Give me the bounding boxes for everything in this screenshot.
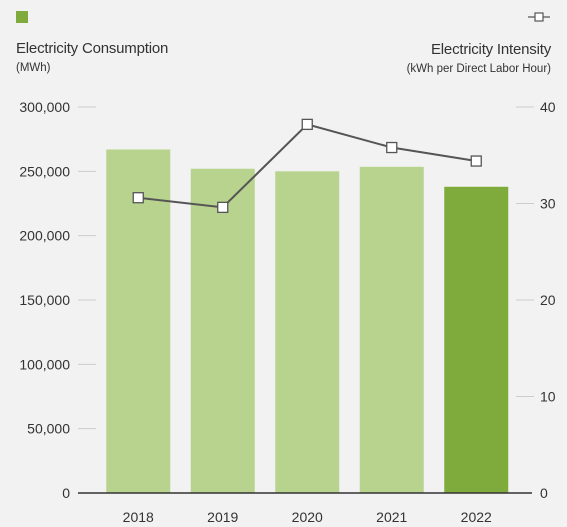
left-tick-label: 250,000 [19,163,70,179]
left-legend: Electricity Consumption (MWh) [16,8,168,75]
intensity-point-2018 [132,192,144,204]
bar-2021 [359,166,424,493]
left-axis-unit: (MWh) [16,62,51,74]
right-axis-title: Electricity Intensity [430,41,551,58]
bar-2020 [275,171,340,494]
intensity-point-2019 [217,201,229,214]
x-tick-label: 2022 [461,509,492,525]
right-legend: Electricity Intensity (kWh per Direct La… [407,8,551,76]
left-axis-title: Electricity Consumption [16,40,169,57]
bar-2022 [444,186,509,494]
left-tick-label: 200,000 [19,228,70,244]
left-tick-label: 0 [62,485,70,501]
intensity-point-2020 [301,118,313,131]
bar-legend-swatch [16,11,28,23]
intensity-point-2021 [386,141,398,154]
right-tick-label: 10 [540,389,556,405]
intensity-point-2022 [470,155,482,167]
left-tick-label: 50,000 [27,421,70,437]
bar-2018 [106,149,171,493]
right-tick-label: 20 [540,292,556,308]
left-tick-label: 300,000 [19,99,70,115]
left-tick-label: 100,000 [19,356,70,372]
right-tick-label: 0 [540,485,548,501]
x-tick-label: 2020 [292,509,323,525]
line-legend-swatch-icon [528,12,550,22]
bar-2019 [190,168,255,493]
right-tick-label: 30 [540,196,556,212]
x-tick-label: 2021 [376,509,407,525]
left-tick-label: 150,000 [19,292,70,308]
x-tick-label: 2019 [207,509,238,525]
x-tick-label: 2018 [123,509,154,525]
right-tick-label: 40 [540,99,556,115]
right-axis-unit: (kWh per Direct Labor Hour) [406,63,551,75]
